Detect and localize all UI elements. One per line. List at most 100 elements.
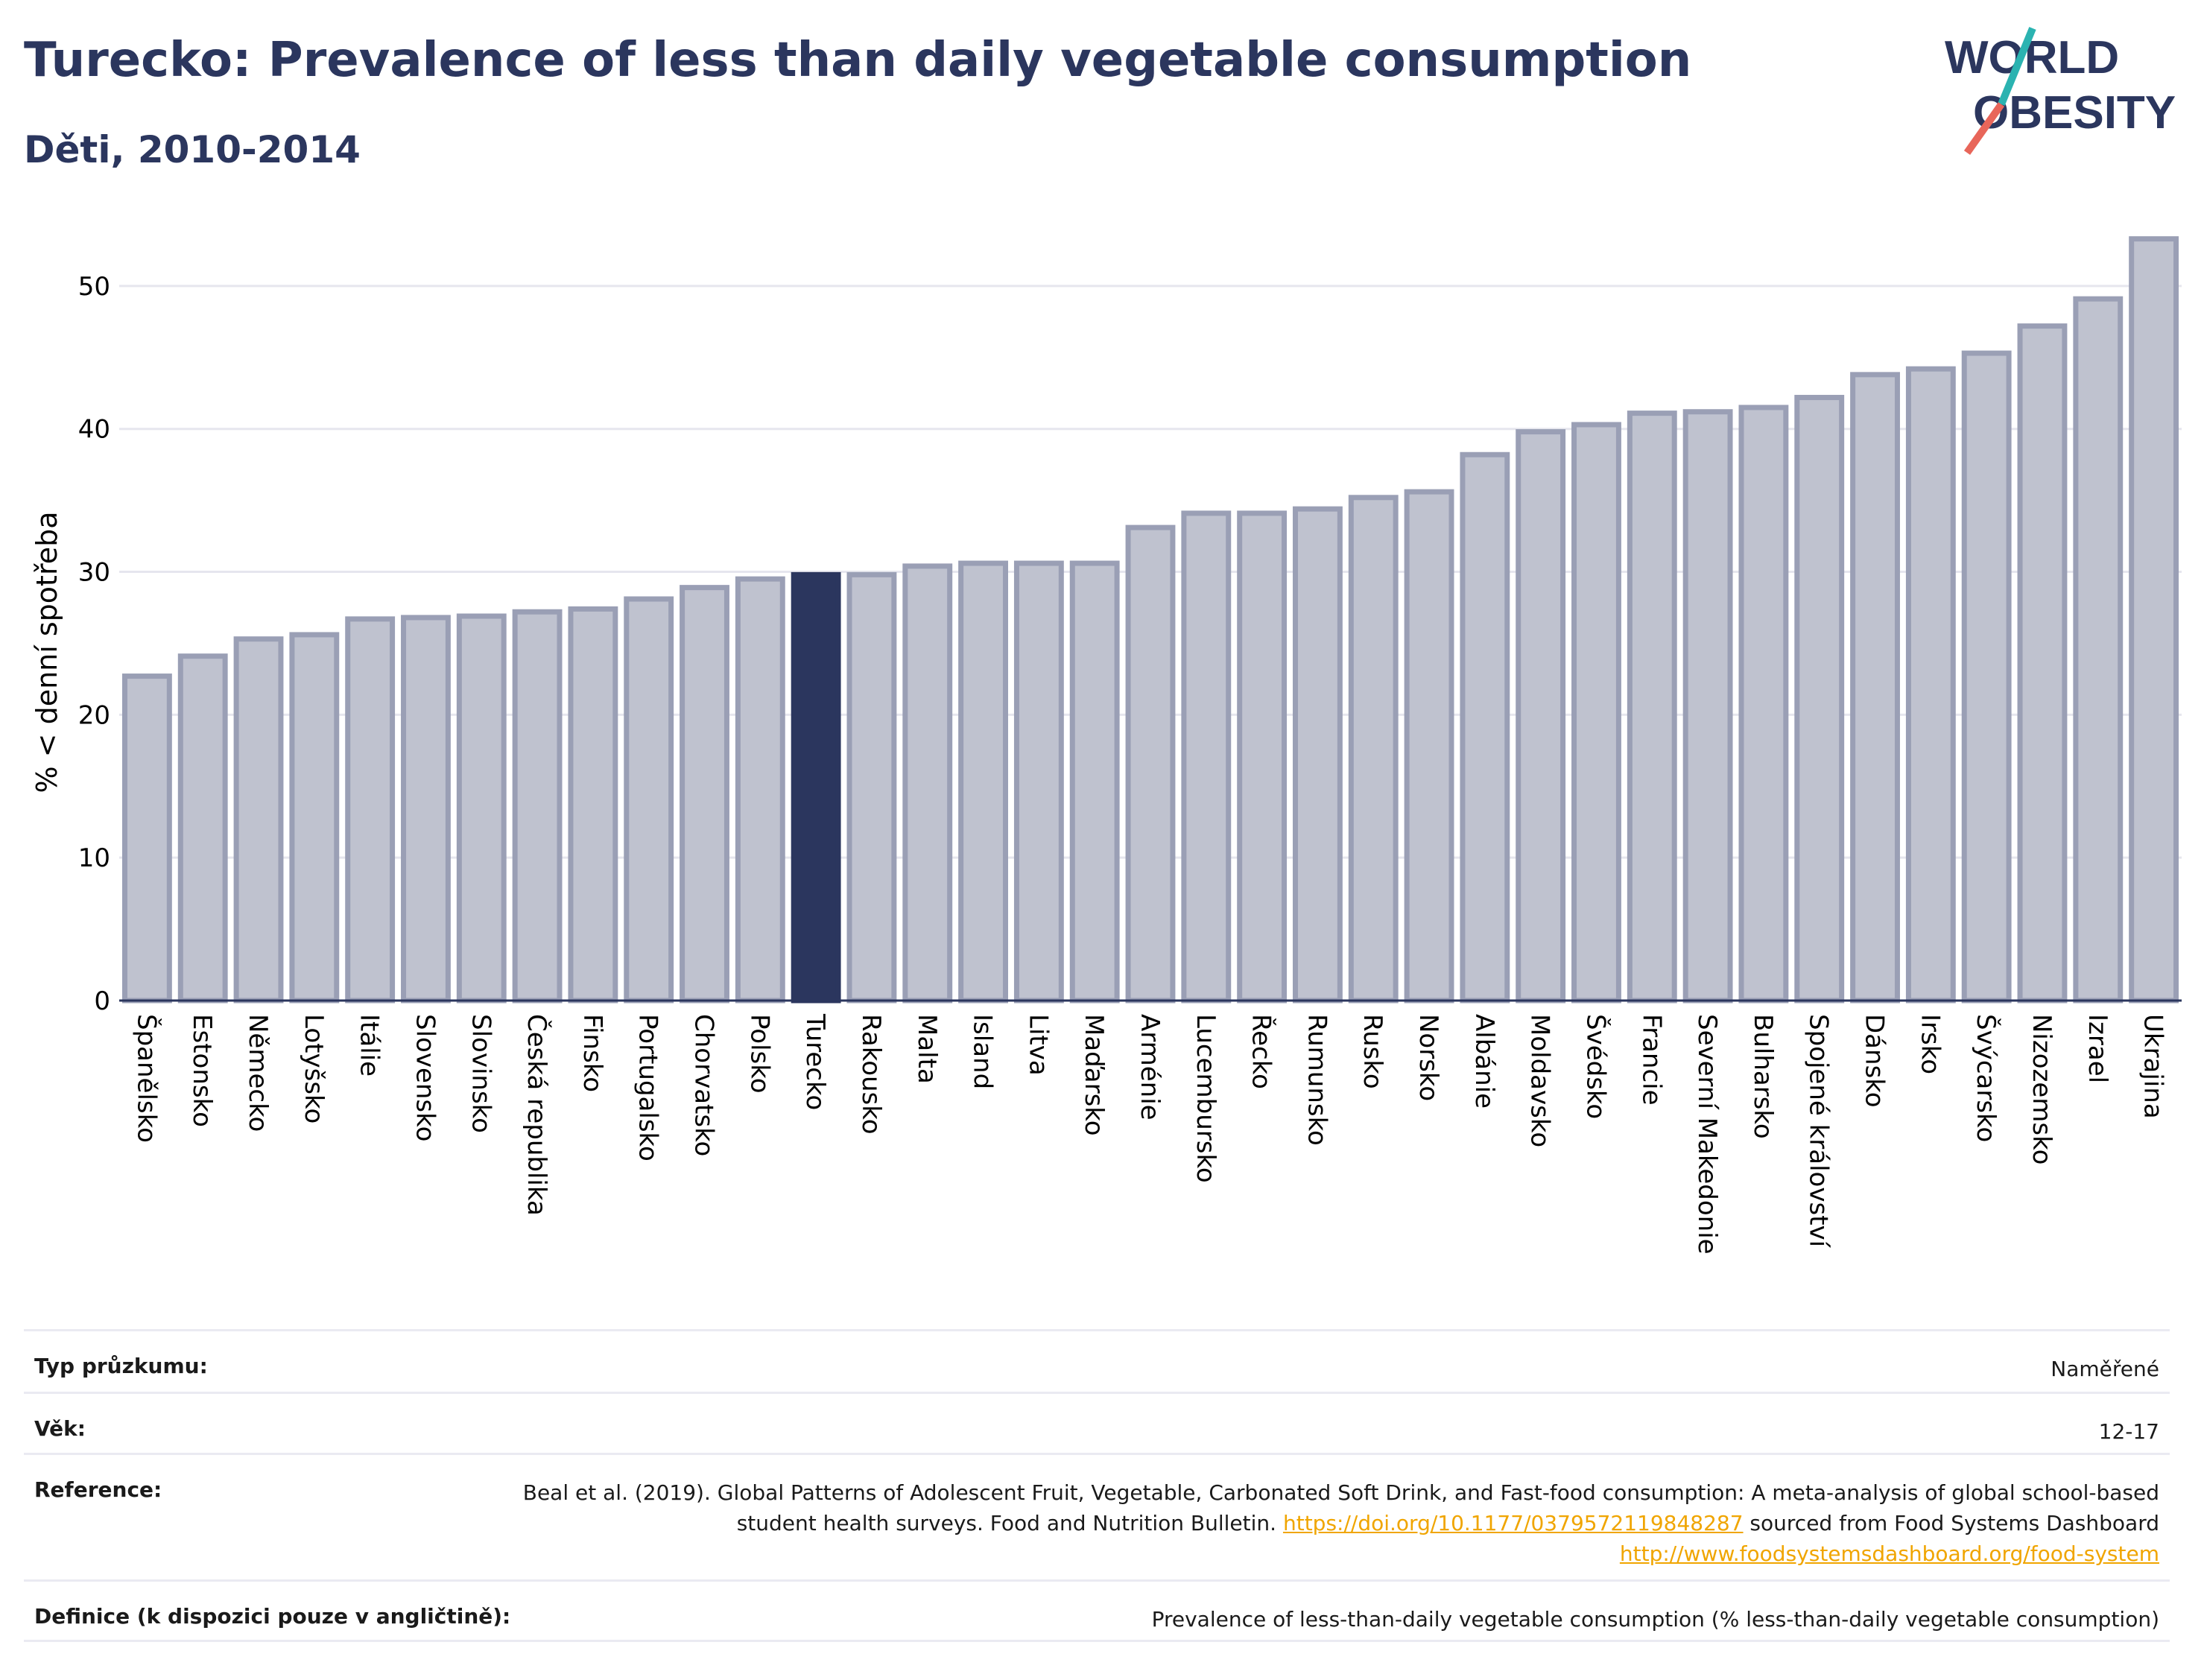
x-tick-label: Norsko <box>1413 1014 1443 1101</box>
bar-36 <box>2129 236 2179 1004</box>
survey-label: Typ průzkumu: <box>34 1354 208 1378</box>
reference-text-2: sourced from Food Systems Dashboard <box>1743 1511 2159 1535</box>
x-tick-label: Slovensko <box>410 1014 440 1141</box>
age-label: Věk: <box>34 1416 86 1441</box>
y-tick-label: 30 <box>78 558 110 588</box>
bar-21 <box>1293 506 1343 1004</box>
bar-13 <box>846 571 897 1004</box>
bar-29 <box>1738 405 1789 1004</box>
x-tick-label: Řecko <box>1247 1014 1277 1089</box>
y-axis-ticks: 0 10 20 30 40 50 <box>78 272 110 1016</box>
logo-slash-teal <box>1998 27 2036 106</box>
x-tick-label: Bulharsko <box>1748 1014 1778 1139</box>
bar-31 <box>1850 372 1900 1004</box>
x-tick-label: Izrael <box>2083 1014 2112 1083</box>
bar-20 <box>1237 510 1288 1004</box>
bar-3 <box>289 632 340 1004</box>
x-tick-label: Malta <box>912 1014 942 1084</box>
chart-subtitle: Děti, 2010-2014 <box>24 128 361 171</box>
x-tick-label: Německo <box>243 1014 273 1132</box>
y-tick-label: 0 <box>94 986 110 1016</box>
x-tick-label: Portugalsko <box>633 1014 663 1161</box>
bar-26 <box>1571 422 1621 1004</box>
bar-10 <box>680 585 729 1004</box>
x-tick-label: Estonsko <box>187 1014 217 1127</box>
doi-link[interactable]: https://doi.org/10.1177/0379572119848287 <box>1282 1511 1744 1535</box>
bar-8 <box>568 606 618 1004</box>
x-tick-label: Severní Makedonie <box>1692 1014 1722 1255</box>
bar-28 <box>1682 409 1733 1004</box>
bar-24 <box>1460 451 1510 1004</box>
x-axis-ticks: Španělsko Estonsko Německo Lotyšsko Itálie Sl… <box>131 1013 2167 1255</box>
bar-30 <box>1794 395 1845 1004</box>
bar-19 <box>1181 510 1232 1004</box>
bar-33 <box>1961 350 2012 1004</box>
definition-value: Prevalence of less-than-daily vegetable … <box>1151 1607 2159 1632</box>
x-tick-label: Litva <box>1023 1014 1053 1076</box>
x-tick-label: Moldavsko <box>1525 1014 1555 1147</box>
x-tick-label: Nizozemsko <box>2027 1014 2056 1164</box>
x-tick-label: Španělsko <box>131 1014 162 1143</box>
bar-27 <box>1627 411 1677 1004</box>
x-tick-label: Švýcarsko <box>1971 1014 2001 1142</box>
y-tick-label: 10 <box>78 843 110 873</box>
y-tick-label: 20 <box>78 700 110 730</box>
y-axis-label: % < denní spotřeba <box>31 511 63 793</box>
survey-value: Naměřené <box>2051 1357 2159 1381</box>
x-tick-label: Maďarsko <box>1079 1014 1109 1136</box>
bars <box>121 236 2179 1004</box>
dashboard-link[interactable]: http://www.foodsystemsdashboard.org/food… <box>1619 1541 2159 1566</box>
bar-11 <box>735 576 785 1004</box>
x-tick-label: Irsko <box>1915 1014 1945 1074</box>
bar-7 <box>512 609 563 1004</box>
x-tick-label: Lucembursko <box>1191 1014 1220 1183</box>
bar-5 <box>401 615 451 1004</box>
bar-23 <box>1404 489 1454 1004</box>
bar-1 <box>177 653 228 1004</box>
bar-2 <box>233 636 284 1004</box>
x-tick-label: Lotyšsko <box>299 1014 329 1123</box>
bar-12 <box>791 571 841 1004</box>
y-tick-label: 50 <box>78 272 110 302</box>
x-tick-label: Rakousko <box>856 1014 886 1135</box>
x-tick-label: Chorvatsko <box>689 1014 719 1156</box>
bar-16 <box>1013 560 1064 1004</box>
info-table: Typ průzkumu: Naměřené Věk: 12-17 Refere… <box>24 1329 2170 1642</box>
x-tick-label: Ukrajina <box>2138 1014 2168 1119</box>
age-row: Věk: 12-17 <box>24 1392 2170 1453</box>
bar-22 <box>1348 495 1399 1004</box>
bar-34 <box>2017 323 2068 1004</box>
x-tick-label: Rusko <box>1358 1014 1387 1089</box>
survey-row: Typ průzkumu: Naměřené <box>24 1329 2170 1392</box>
world-obesity-logo: WORLD OBESITY <box>1945 27 2176 155</box>
bar-15 <box>958 560 1008 1004</box>
x-tick-label: Itálie <box>355 1014 384 1077</box>
bar-0 <box>121 673 172 1004</box>
x-tick-label: Polsko <box>744 1014 774 1094</box>
bar-32 <box>1905 366 1956 1004</box>
reference-row: Reference: Beal et al. (2019). Global Pa… <box>24 1453 2170 1579</box>
x-tick-label: Island <box>968 1014 998 1089</box>
y-tick-label: 40 <box>78 415 110 445</box>
bar-35 <box>2073 296 2124 1004</box>
bar-17 <box>1069 560 1120 1004</box>
x-tick-label: Turecko <box>800 1013 830 1110</box>
x-tick-label: Finsko <box>577 1014 607 1092</box>
bar-6 <box>456 613 507 1004</box>
age-value: 12-17 <box>2098 1419 2159 1444</box>
bar-14 <box>902 563 953 1004</box>
reference-value: Beal et al. (2019). Global Patterns of A… <box>520 1477 2159 1569</box>
x-tick-label: Spojené království <box>1804 1014 1834 1249</box>
bar-25 <box>1516 429 1566 1004</box>
x-tick-label: Albánie <box>1469 1014 1499 1109</box>
bar-chart: 0 10 20 30 40 50 Španělsko Estonsko Německo Loty… <box>31 236 2182 1255</box>
definition-row: Definice (k dispozici pouze v angličtině… <box>24 1579 2170 1642</box>
logo-text-world: WORLD <box>1945 32 2119 83</box>
x-tick-label: Dánsko <box>1860 1014 1890 1108</box>
x-tick-label: Francie <box>1636 1014 1666 1106</box>
logo-slash-red <box>1963 102 2005 155</box>
definition-label: Definice (k dispozici pouze v angličtině… <box>34 1604 511 1629</box>
reference-label: Reference: <box>34 1477 162 1502</box>
bar-18 <box>1125 524 1176 1004</box>
reference-text: Beal et al. (2019). Global Patterns of A… <box>522 1480 2159 1535</box>
